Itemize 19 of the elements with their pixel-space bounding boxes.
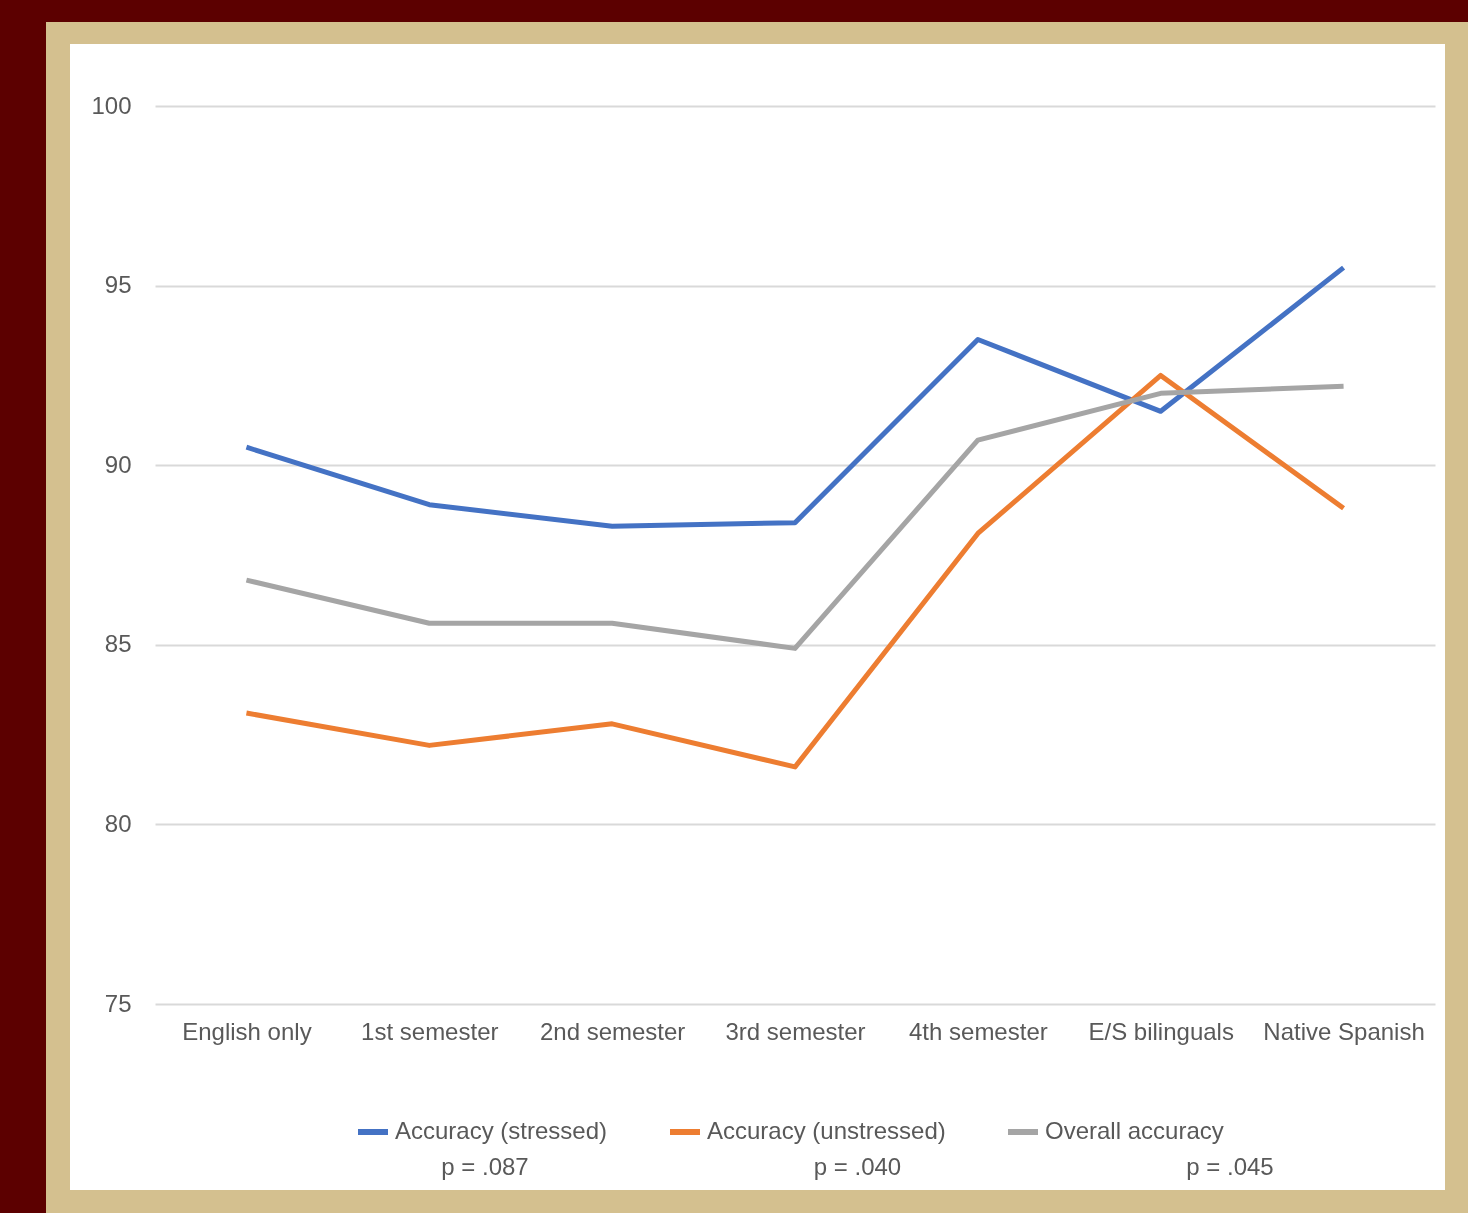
x-tick-label: E/S bilinguals: [1088, 1017, 1234, 1045]
x-tick-label: 3rd semester: [725, 1017, 866, 1045]
y-tick-label: 95: [104, 271, 132, 299]
legend-label: Overall accuracy: [1045, 1117, 1224, 1144]
x-tick-label: Native Spanish: [1263, 1017, 1425, 1045]
y-tick-label: 100: [91, 91, 132, 119]
y-tick-label: 85: [104, 630, 132, 658]
legend-label: Accuracy (stressed): [395, 1117, 608, 1144]
x-tick-label: 4th semester: [908, 1017, 1048, 1045]
y-tick-label: 75: [104, 989, 132, 1017]
x-tick-label: English only: [182, 1017, 312, 1045]
y-tick-label: 80: [104, 809, 132, 837]
text: p = .045: [1186, 1153, 1274, 1180]
text: p = .040: [813, 1153, 902, 1180]
y-tick-label: 90: [104, 450, 132, 478]
x-tick-label: 1st semester: [361, 1017, 499, 1045]
text: p = .087: [441, 1153, 529, 1180]
x-tick-label: 2nd semester: [539, 1017, 686, 1045]
legend-label: Accuracy (unstressed): [707, 1117, 946, 1144]
